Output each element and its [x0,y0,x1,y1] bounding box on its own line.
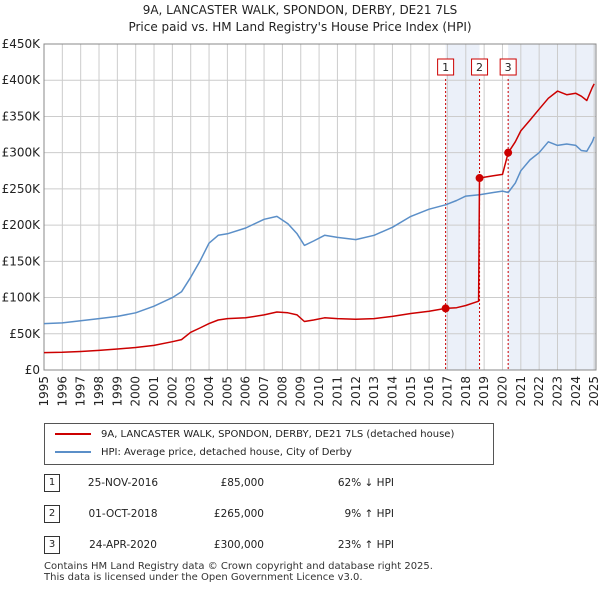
x-tick-label: 2015 [404,376,418,407]
x-tick-label: 2022 [532,376,546,407]
marker-label-box [437,58,455,76]
y-tick-label: £450K [2,37,42,51]
x-tick-label: 1999 [110,376,124,407]
x-tick-label: 2002 [165,376,179,407]
x-tick-label: 2024 [569,376,583,407]
x-tick-label: 2018 [459,376,473,407]
marker-label-box [499,58,517,76]
x-tick-label: 2008 [275,376,289,407]
footer: Contains HM Land Registry data © Crown c… [44,561,433,583]
sale-point [441,304,450,313]
x-tick-label: 2003 [184,376,198,407]
legend: 9A, LANCASTER WALK, SPONDON, DERBY, DE21… [44,423,494,465]
x-tick-label: 2005 [220,376,234,407]
x-tick-label: 2013 [367,376,381,407]
marker-labels: 1 2 3 [437,58,517,76]
transaction-hpi-change: 23% ↑ HPI [337,539,394,551]
y-tick-label: £250K [2,182,42,196]
x-tick-label: 2014 [385,376,399,407]
legend-item-hpi: HPI: Average price, detached house, City… [55,445,352,461]
y-tick-label: £50K [9,327,41,341]
series-line [43,136,595,325]
series [43,83,595,354]
transaction-price: £85,000 [220,477,264,489]
legend-swatch-property [55,433,91,435]
y-tick-label: £100K [2,291,42,305]
y-tick-label: £200K [2,218,42,232]
sale-point [504,148,513,157]
plot-frame [43,43,597,371]
marker-label: 1 [442,61,449,74]
marker-label: 3 [505,61,512,74]
y-tick-label: £350K [2,109,42,123]
series-line [43,83,595,354]
marker-label: 2 [476,61,483,74]
legend-item-property: 9A, LANCASTER WALK, SPONDON, DERBY, DE21… [55,427,454,443]
transaction-price: £300,000 [213,539,264,551]
x-tick-label: 2025 [587,376,600,407]
shaded-periods [445,44,596,370]
transaction-date: 24-APR-2020 [89,539,157,551]
sale-points [441,148,513,313]
x-tick-label: 2019 [477,376,491,407]
marker-label-box [471,58,489,76]
y-tick-label: £300K [2,146,42,160]
x-tick-label: 1998 [92,376,106,407]
x-tick-label: 2020 [495,376,509,407]
y-axis: £0 £50K £100K £150K £200K £250K £300K £350K £400… [2,37,42,377]
x-tick-label: 2009 [294,376,308,407]
footer-copyright: Contains HM Land Registry data © Crown c… [44,561,433,572]
x-tick-label: 2011 [330,376,344,407]
y-tick-label: £0 [25,363,40,377]
transaction-hpi-change: 9% ↑ HPI [344,508,394,520]
x-tick-label: 2007 [257,376,271,407]
x-tick-label: 2000 [129,376,143,407]
legend-label-property: 9A, LANCASTER WALK, SPONDON, DERBY, DE21… [101,429,455,440]
chart-title-line1: 9A, LANCASTER WALK, SPONDON, DERBY, DE21… [142,3,458,17]
grid [43,43,596,371]
x-tick-label: 1996 [55,376,69,407]
x-tick-label: 1995 [37,376,51,407]
y-tick-label: £150K [2,254,42,268]
x-tick-label: 2001 [147,376,161,407]
shaded-period [508,44,596,370]
x-tick-label: 2010 [312,376,326,407]
price-chart: 1 2 3 £0 £50K £100K £150K £200K £250K £300K £350K… [2,37,600,407]
legend-swatch-hpi [55,451,91,453]
x-tick-label: 2017 [440,376,454,407]
transaction-hpi-change: 62% ↓ HPI [337,477,394,489]
shaded-period [445,44,480,370]
transaction-number-badge: 2 [44,505,60,523]
transaction-price: £265,000 [213,508,264,520]
transaction-number-badge: 3 [44,536,60,554]
x-tick-label: 2004 [202,376,216,407]
footer-license: This data is licensed under the Open Gov… [44,572,363,583]
x-tick-label: 2021 [514,376,528,407]
transaction-date: 01-OCT-2018 [88,508,158,520]
x-tick-label: 1997 [74,376,88,407]
y-tick-label: £400K [2,73,42,87]
chart-title-line2: Price paid vs. HM Land Registry's House … [128,20,472,34]
x-tick-label: 2016 [422,376,436,407]
x-tick-label: 2023 [550,376,564,407]
sale-point [475,174,484,183]
x-axis: 1995 1996 1997 1998 1999 2000 2001 2002 2003 2004… [37,376,600,407]
legend-label-hpi: HPI: Average price, detached house, City… [101,447,352,458]
transaction-date: 25-NOV-2016 [87,477,159,489]
x-tick-label: 2006 [239,376,253,407]
transaction-number-badge: 1 [44,474,60,492]
x-tick-label: 2012 [349,376,363,407]
